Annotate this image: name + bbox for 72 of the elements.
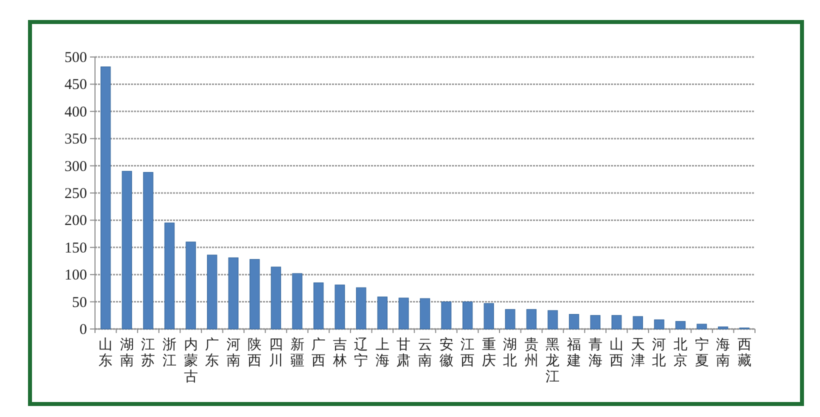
y-tick-label: 250	[64, 186, 87, 202]
bar	[356, 287, 366, 330]
x-tick-label: 重庆	[482, 337, 496, 369]
bar	[292, 273, 302, 330]
bar	[548, 310, 558, 330]
x-tick-label: 西藏	[737, 337, 752, 369]
x-tick-label: 四川	[268, 337, 283, 369]
y-tick-label: 150	[64, 240, 87, 256]
x-tick-label: 山东	[98, 337, 113, 369]
x-tick-label: 天津	[630, 337, 645, 369]
x-tick-label: 黑龙江	[546, 337, 560, 385]
y-tick-label: 0	[80, 322, 87, 338]
x-tick-label: 浙江	[162, 337, 177, 369]
bar	[505, 309, 516, 330]
bar	[207, 254, 218, 330]
bar	[441, 302, 452, 330]
y-tick-label: 500	[64, 50, 87, 66]
x-tick-label: 湖北	[503, 337, 518, 369]
x-tick-label: 海南	[716, 337, 730, 369]
bar	[484, 303, 494, 330]
bar	[526, 309, 537, 330]
y-tick-label: 350	[64, 132, 87, 148]
bar	[164, 222, 175, 330]
x-tick-label: 北京	[673, 337, 688, 369]
x-tick-label: 湖南	[120, 337, 134, 369]
y-tick-label: 200	[64, 213, 87, 230]
bar	[420, 298, 430, 330]
x-tick-label: 贵州	[524, 337, 538, 369]
y-tick-label: 400	[64, 104, 87, 120]
x-tick-label: 河北	[652, 337, 666, 369]
x-tick-label: 山西	[610, 337, 624, 369]
x-tick-label: 安徽	[439, 337, 454, 369]
x-tick-label: 江西	[460, 337, 475, 369]
x-tick-label: 广西	[312, 337, 326, 369]
x-tick-label: 云南	[418, 337, 432, 369]
bar	[100, 66, 111, 330]
x-tick-label: 上海	[375, 337, 390, 369]
bar	[334, 284, 345, 330]
bar	[377, 296, 388, 330]
bar	[228, 257, 238, 330]
bar	[696, 324, 707, 330]
bar	[313, 282, 324, 330]
bar	[632, 316, 643, 330]
x-tick-label: 广东	[205, 337, 220, 369]
x-tick-label: 辽宁	[354, 337, 368, 369]
x-tick-label: 内蒙古	[184, 337, 198, 385]
bar	[186, 242, 196, 330]
x-tick-label: 河南	[226, 337, 240, 369]
bar	[568, 314, 580, 330]
x-tick-label: 甘肃	[396, 337, 411, 369]
y-tick-label: 50	[72, 294, 87, 311]
x-tick-label: 宁夏	[694, 337, 709, 369]
bar	[654, 319, 664, 330]
x-tick-label: 青海	[588, 337, 602, 369]
x-tick-label: 新疆	[290, 337, 304, 369]
bar	[612, 315, 622, 330]
bar	[122, 170, 132, 330]
bar	[270, 266, 282, 330]
bar	[398, 298, 409, 330]
y-tick-label: 450	[64, 77, 87, 94]
bar	[718, 326, 728, 330]
y-tick-label: 100	[64, 268, 87, 284]
bar	[462, 302, 473, 330]
bar	[143, 172, 154, 330]
y-tick-label: 300	[64, 158, 87, 175]
bar	[675, 321, 686, 330]
bar	[590, 315, 600, 330]
x-tick-label: 吉林	[332, 337, 347, 369]
x-tick-label: 陕西	[248, 337, 262, 369]
x-tick-label: 福建	[566, 337, 582, 369]
x-tick-label: 江苏	[141, 337, 156, 369]
bar	[250, 259, 260, 330]
